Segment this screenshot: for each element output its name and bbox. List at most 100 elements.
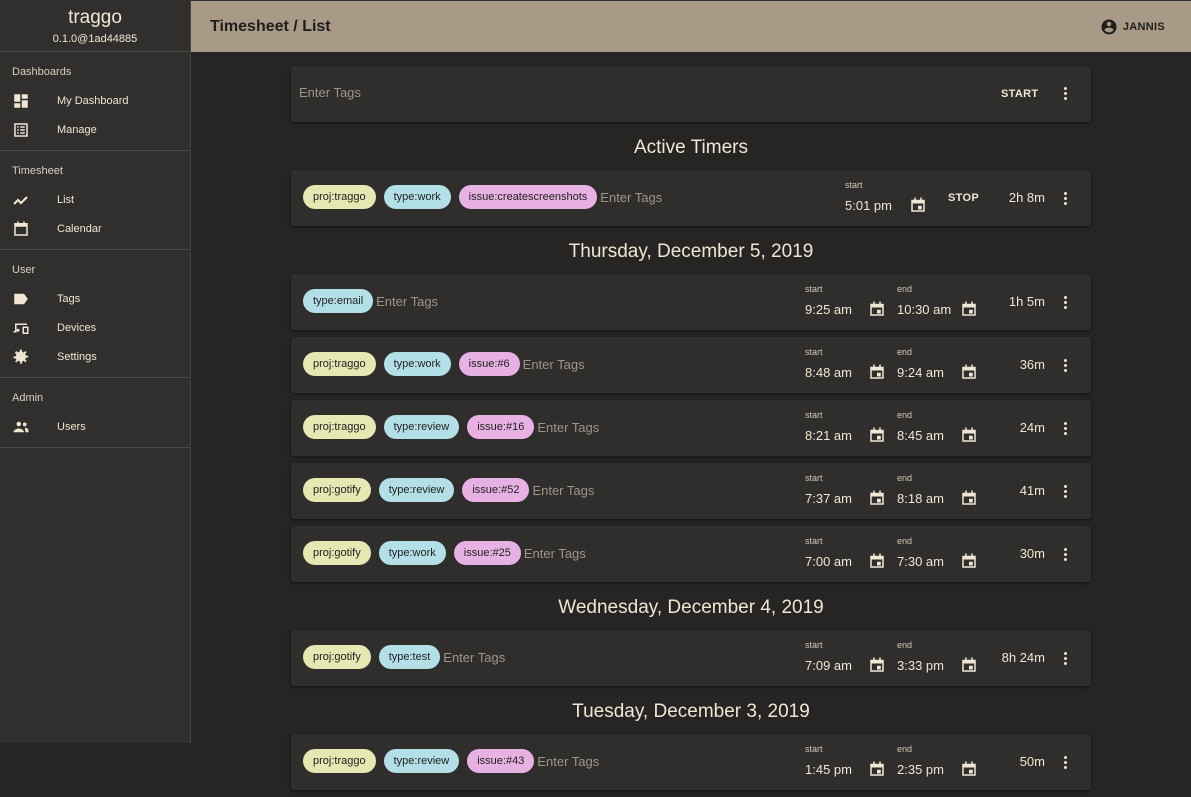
more-vert-icon[interactable]	[1061, 422, 1069, 435]
tag-chip[interactable]: type:review	[383, 749, 460, 773]
sidebar-item-manage[interactable]: Manage	[0, 115, 190, 144]
end-time[interactable]: end 8:45 am	[897, 410, 959, 443]
stop-button[interactable]: STOP	[948, 192, 979, 204]
end-time[interactable]: end 7:30 am	[897, 536, 959, 569]
more-vert-icon[interactable]	[1061, 87, 1069, 100]
user-menu-button[interactable]: JANNIS	[1100, 18, 1165, 36]
tag-chip[interactable]: type:work	[378, 541, 446, 565]
more-vert-icon[interactable]	[1061, 756, 1069, 769]
start-time-value[interactable]: 8:48 am	[805, 365, 852, 380]
sidebar-item-list[interactable]: List	[0, 185, 190, 214]
more-vert-icon[interactable]	[1061, 485, 1069, 498]
end-time-value[interactable]: 2:35 pm	[897, 762, 944, 777]
tag-chip[interactable]: proj:traggo	[303, 185, 376, 209]
tag-chip[interactable]: type:work	[383, 185, 451, 209]
more-vert-icon[interactable]	[1061, 296, 1069, 309]
calendar-picker-icon[interactable]	[868, 760, 886, 783]
end-time-value[interactable]: 8:45 am	[897, 428, 944, 443]
end-time[interactable]: end 8:18 am	[897, 473, 959, 506]
end-time-value[interactable]: 10:30 am	[897, 302, 952, 317]
sidebar-item-calendar[interactable]: Calendar	[0, 214, 190, 243]
start-time[interactable]: start 1:45 pm	[805, 744, 867, 777]
tags-input[interactable]: Enter Tags	[537, 753, 600, 769]
end-time[interactable]: end 3:33 pm	[897, 640, 959, 673]
devices-icon	[0, 319, 57, 337]
tag-chip[interactable]: proj:traggo	[303, 352, 376, 376]
tag-chip[interactable]: type:email	[303, 289, 374, 313]
tags-input[interactable]: Enter Tags	[443, 649, 506, 665]
calendar-picker-icon[interactable]	[868, 300, 886, 323]
more-vert-icon[interactable]	[1061, 652, 1069, 665]
tag-chip[interactable]: issue:#43	[467, 749, 535, 773]
more-vert-icon[interactable]	[1061, 548, 1069, 561]
start-time[interactable]: start 7:37 am	[805, 473, 867, 506]
start-time-value[interactable]: 7:00 am	[805, 554, 852, 569]
tag-chip[interactable]: proj:traggo	[303, 415, 376, 439]
tag-chip[interactable]: issue:createscreenshots	[458, 185, 598, 209]
start-button[interactable]: START	[1001, 88, 1039, 100]
calendar-picker-icon[interactable]	[909, 196, 927, 219]
start-time-value[interactable]: 7:37 am	[805, 491, 852, 506]
calendar-picker-icon[interactable]	[960, 656, 978, 679]
tags-input[interactable]: Enter Tags	[537, 419, 600, 435]
calendar-picker-icon[interactable]	[960, 760, 978, 783]
calendar-picker-icon[interactable]	[960, 552, 978, 575]
tag-chip[interactable]: proj:gotify	[303, 478, 371, 502]
tag-chip[interactable]: issue:#25	[453, 541, 521, 565]
tag-chip[interactable]: proj:gotify	[303, 645, 371, 669]
tags-input[interactable]: Enter Tags	[532, 482, 595, 498]
start-time-value[interactable]: 1:45 pm	[805, 762, 852, 777]
start-time[interactable]: start 5:01 pm	[845, 180, 907, 213]
tags-input[interactable]: Enter Tags	[376, 293, 439, 309]
start-time-value[interactable]: 7:09 am	[805, 658, 852, 673]
tags-input[interactable]: Enter Tags	[600, 189, 663, 205]
page-title: Timesheet / List	[210, 17, 331, 35]
tag-chip[interactable]: proj:traggo	[303, 749, 376, 773]
start-time[interactable]: start 7:09 am	[805, 640, 867, 673]
more-vert-icon[interactable]	[1061, 192, 1069, 205]
end-time-value[interactable]: 8:18 am	[897, 491, 944, 506]
start-time-value[interactable]: 8:21 am	[805, 428, 852, 443]
tags-input[interactable]: Enter Tags	[522, 356, 585, 372]
end-time[interactable]: end 2:35 pm	[897, 744, 959, 777]
end-time-value[interactable]: 3:33 pm	[897, 658, 944, 673]
more-vert-icon[interactable]	[1061, 359, 1069, 372]
start-time[interactable]: start 8:21 am	[805, 410, 867, 443]
calendar-picker-icon[interactable]	[868, 426, 886, 449]
tag-chip[interactable]: type:work	[383, 352, 451, 376]
calendar-picker-icon[interactable]	[868, 489, 886, 512]
sidebar-item-label: Tags	[57, 292, 81, 305]
sidebar-item-users[interactable]: Users	[0, 412, 190, 441]
new-timer-tags-input[interactable]: Enter Tags	[299, 85, 361, 100]
calendar-picker-icon[interactable]	[960, 426, 978, 449]
duration: 41m	[1019, 483, 1045, 498]
start-time-value[interactable]: 9:25 am	[805, 302, 852, 317]
start-time-value[interactable]: 5:01 pm	[845, 198, 892, 213]
sidebar-item-settings[interactable]: Settings	[0, 342, 190, 371]
calendar-picker-icon[interactable]	[868, 656, 886, 679]
tag-chip[interactable]: issue:#6	[458, 352, 520, 376]
end-time-value[interactable]: 9:24 am	[897, 365, 944, 380]
calendar-picker-icon[interactable]	[960, 489, 978, 512]
tag-chip[interactable]: type:test	[378, 645, 441, 669]
sidebar-item-my-dashboard[interactable]: My Dashboard	[0, 86, 190, 115]
start-time[interactable]: start 7:00 am	[805, 536, 867, 569]
start-time[interactable]: start 8:48 am	[805, 347, 867, 380]
end-time[interactable]: end 10:30 am	[897, 284, 959, 317]
tag-chip[interactable]: issue:#16	[467, 415, 535, 439]
start-time-label: start	[805, 473, 823, 483]
calendar-picker-icon[interactable]	[960, 300, 978, 323]
end-time-value[interactable]: 7:30 am	[897, 554, 944, 569]
end-time[interactable]: end 9:24 am	[897, 347, 959, 380]
tags-input[interactable]: Enter Tags	[523, 545, 586, 561]
calendar-picker-icon[interactable]	[868, 552, 886, 575]
sidebar-item-devices[interactable]: Devices	[0, 313, 190, 342]
tag-chip[interactable]: type:review	[383, 415, 460, 439]
sidebar-item-tags[interactable]: Tags	[0, 284, 190, 313]
start-time[interactable]: start 9:25 am	[805, 284, 867, 317]
tag-chip[interactable]: type:review	[378, 478, 455, 502]
tag-chip[interactable]: issue:#52	[462, 478, 530, 502]
calendar-picker-icon[interactable]	[960, 363, 978, 386]
tag-chip[interactable]: proj:gotify	[303, 541, 371, 565]
calendar-picker-icon[interactable]	[868, 363, 886, 386]
